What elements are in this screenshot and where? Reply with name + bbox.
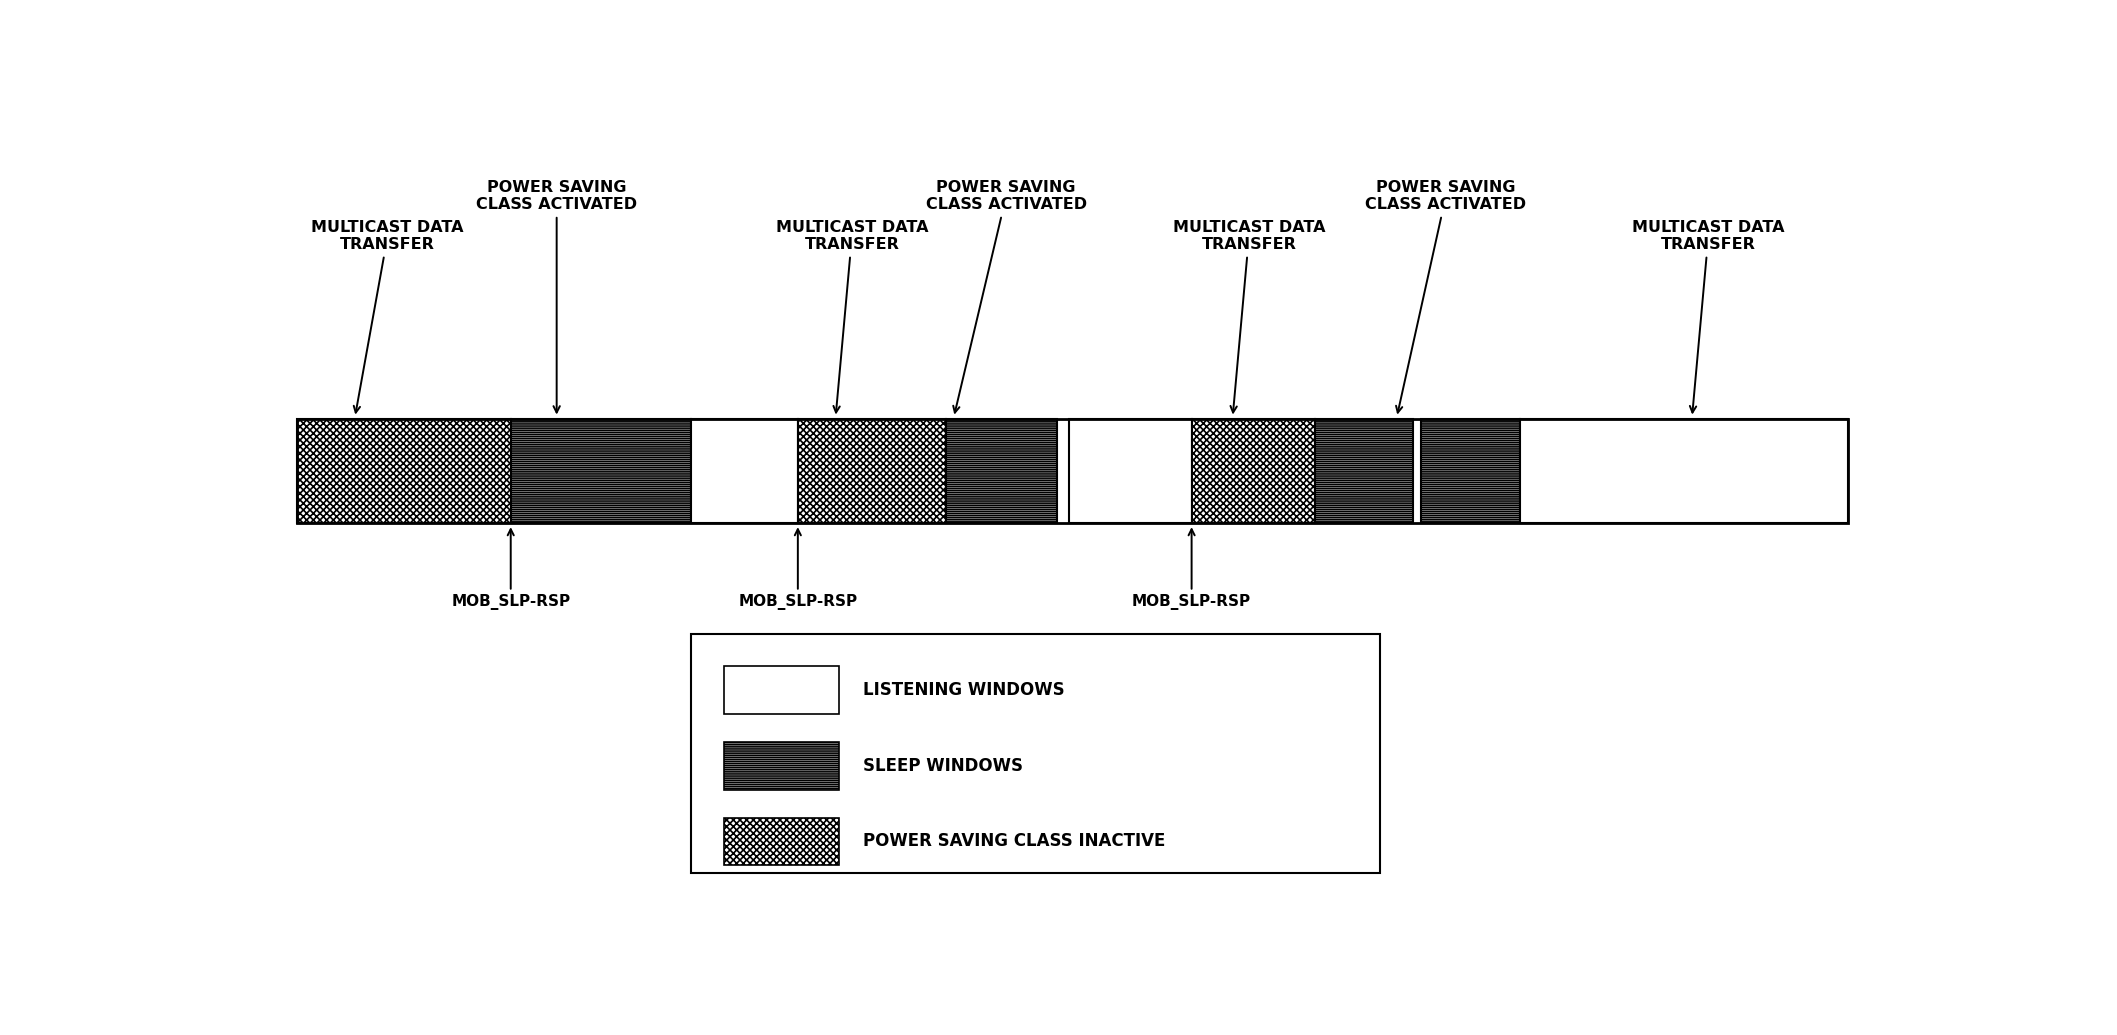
Text: LISTENING WINDOWS: LISTENING WINDOWS	[864, 681, 1065, 699]
Bar	[724, 818, 838, 865]
Bar	[1520, 419, 1848, 523]
Text: MULTICAST DATA
TRANSFER: MULTICAST DATA TRANSFER	[775, 219, 927, 413]
Bar	[1192, 419, 1315, 523]
Bar	[510, 419, 690, 523]
Text: MULTICAST DATA
TRANSFER: MULTICAST DATA TRANSFER	[311, 219, 464, 413]
Text: MULTICAST DATA
TRANSFER: MULTICAST DATA TRANSFER	[1632, 219, 1785, 413]
Bar	[1421, 419, 1520, 523]
Text: MOB_SLP-RSP: MOB_SLP-RSP	[739, 529, 857, 611]
Bar	[1315, 419, 1414, 523]
Bar	[724, 818, 838, 865]
Text: MULTICAST DATA
TRANSFER: MULTICAST DATA TRANSFER	[1173, 219, 1325, 413]
Bar	[690, 634, 1380, 874]
Bar	[1069, 419, 1192, 523]
Bar	[510, 419, 690, 523]
Text: POWER SAVING
CLASS ACTIVATED: POWER SAVING CLASS ACTIVATED	[476, 180, 637, 413]
Bar	[690, 419, 798, 523]
Bar	[1192, 419, 1315, 523]
Bar	[296, 419, 1848, 523]
Text: SLEEP WINDOWS: SLEEP WINDOWS	[864, 757, 1023, 775]
Text: MOB_SLP-RSP: MOB_SLP-RSP	[451, 529, 569, 611]
Bar	[1421, 419, 1520, 523]
Bar	[946, 419, 1056, 523]
Bar	[1315, 419, 1414, 523]
Text: MOB_SLP-RSP: MOB_SLP-RSP	[1133, 529, 1251, 611]
Bar	[296, 419, 510, 523]
Bar	[296, 419, 510, 523]
Bar	[798, 419, 946, 523]
Bar	[724, 667, 838, 714]
Bar	[946, 419, 1056, 523]
Text: POWER SAVING
CLASS ACTIVATED: POWER SAVING CLASS ACTIVATED	[1365, 180, 1526, 413]
Text: POWER SAVING
CLASS ACTIVATED: POWER SAVING CLASS ACTIVATED	[925, 180, 1086, 413]
Bar	[798, 419, 946, 523]
Bar	[724, 742, 838, 790]
Bar	[724, 742, 838, 790]
Text: POWER SAVING CLASS INACTIVE: POWER SAVING CLASS INACTIVE	[864, 832, 1166, 851]
